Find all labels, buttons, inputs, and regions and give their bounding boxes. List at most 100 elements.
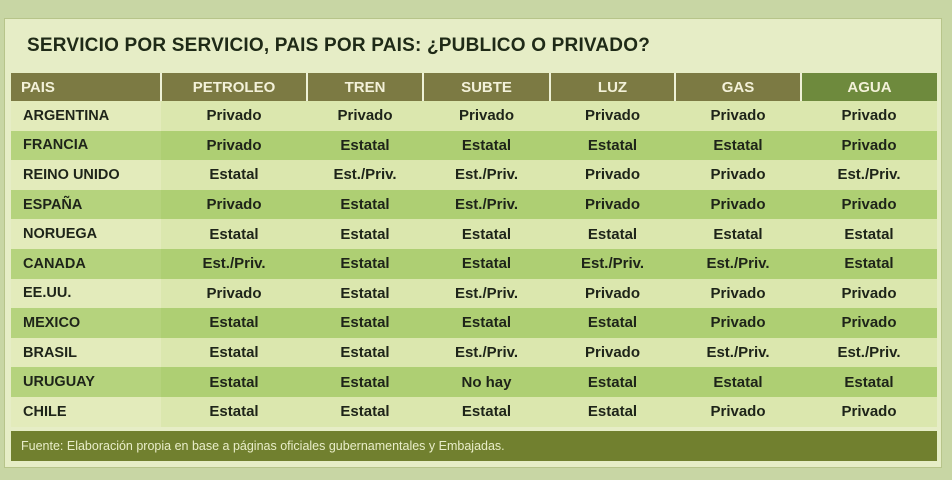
- service-status-cell: Privado: [801, 396, 937, 427]
- table-row: BRASIL Estatal Estatal Est./Priv. Privado Est…: [11, 337, 937, 368]
- service-status-cell: Privado: [550, 337, 675, 368]
- table-row: CHILE Estatal Estatal Estatal Estatal Privado…: [11, 396, 937, 427]
- service-status-cell: Estatal: [423, 248, 550, 279]
- service-status-cell: Est./Priv.: [801, 160, 937, 190]
- service-status-cell: Privado: [801, 101, 937, 131]
- service-status-cell: Privado: [675, 278, 801, 309]
- service-status-cell: Privado: [675, 101, 801, 131]
- service-status-cell: Privado: [801, 189, 937, 220]
- header-row: PAIS PETROLEO TREN SUBTE LUZ GAS AGUA: [11, 73, 937, 101]
- country-name-cell: MEXICO: [11, 308, 161, 338]
- service-status-cell: Estatal: [161, 396, 307, 427]
- service-status-cell: Estatal: [161, 337, 307, 368]
- service-status-cell: Estatal: [550, 396, 675, 427]
- table-row: MEXICO Estatal Estatal Estatal Estatal Privad…: [11, 308, 937, 338]
- table-row: REINO UNIDO Estatal Est./Priv. Est./Priv. Pr…: [11, 160, 937, 190]
- service-status-cell: Estatal: [161, 219, 307, 249]
- country-name-cell: FRANCIA: [11, 130, 161, 161]
- service-status-cell: Est./Priv.: [550, 248, 675, 279]
- service-status-cell: Estatal: [307, 396, 423, 427]
- table-row: CANADA Est./Priv. Estatal Estatal Est./Priv.…: [11, 248, 937, 279]
- service-status-cell: Est./Priv.: [423, 337, 550, 368]
- country-name-cell: REINO UNIDO: [11, 160, 161, 190]
- table-row: EE.UU. Privado Estatal Est./Priv. Privado Pri…: [11, 278, 937, 309]
- service-status-cell: Estatal: [423, 308, 550, 338]
- service-status-cell: Privado: [675, 308, 801, 338]
- service-status-cell: Privado: [550, 278, 675, 309]
- service-status-cell: Est./Priv.: [423, 278, 550, 309]
- country-name-cell: ARGENTINA: [11, 101, 161, 131]
- table-row: NORUEGA Estatal Estatal Estatal Estatal Estat…: [11, 219, 937, 249]
- column-header-subte: SUBTE: [422, 73, 550, 101]
- service-status-cell: Estatal: [307, 337, 423, 368]
- service-status-cell: Est./Priv.: [675, 337, 801, 368]
- column-header-petroleo: PETROLEO: [160, 73, 307, 101]
- country-name-cell: NORUEGA: [11, 219, 161, 249]
- service-status-cell: Privado: [423, 101, 550, 131]
- service-status-cell: Est./Priv.: [423, 189, 550, 220]
- service-status-cell: Est./Priv.: [801, 337, 937, 368]
- source-footnote: Fuente: Elaboración propia en base a pág…: [11, 431, 937, 461]
- service-status-cell: Estatal: [675, 367, 801, 397]
- service-status-cell: Estatal: [550, 367, 675, 397]
- service-status-cell: Est./Priv.: [675, 248, 801, 279]
- service-status-cell: Privado: [550, 160, 675, 190]
- service-status-cell: Estatal: [161, 308, 307, 338]
- table-row: ESPAÑA Privado Estatal Est./Priv. Privado Pri…: [11, 189, 937, 220]
- service-status-cell: Estatal: [307, 278, 423, 309]
- column-header-gas: GAS: [674, 73, 801, 101]
- table-row: URUGUAY Estatal Estatal No hay Estatal Estata…: [11, 367, 937, 397]
- service-status-cell: Privado: [675, 396, 801, 427]
- service-status-cell: Estatal: [550, 130, 675, 161]
- service-status-cell: Estatal: [423, 130, 550, 161]
- service-status-cell: Est./Priv.: [423, 160, 550, 190]
- service-status-cell: Privado: [675, 189, 801, 220]
- column-header-tren: TREN: [306, 73, 423, 101]
- service-status-cell: Estatal: [161, 160, 307, 190]
- country-name-cell: CHILE: [11, 396, 161, 427]
- service-status-cell: Estatal: [307, 189, 423, 220]
- service-status-cell: Estatal: [675, 130, 801, 161]
- service-status-cell: Privado: [550, 101, 675, 131]
- service-status-cell: Estatal: [307, 130, 423, 161]
- service-status-cell: Est./Priv.: [307, 160, 423, 190]
- service-status-cell: No hay: [423, 367, 550, 397]
- country-name-cell: ESPAÑA: [11, 189, 161, 220]
- service-status-cell: Estatal: [801, 367, 937, 397]
- service-status-cell: Estatal: [801, 248, 937, 279]
- service-status-cell: Privado: [161, 189, 307, 220]
- service-status-cell: Estatal: [801, 219, 937, 249]
- service-status-cell: Privado: [161, 101, 307, 131]
- service-status-cell: Estatal: [423, 219, 550, 249]
- service-status-cell: Estatal: [307, 248, 423, 279]
- service-status-cell: Privado: [675, 160, 801, 190]
- country-name-cell: URUGUAY: [11, 367, 161, 397]
- service-status-cell: Estatal: [675, 219, 801, 249]
- service-status-cell: Estatal: [550, 219, 675, 249]
- service-status-cell: Estatal: [307, 308, 423, 338]
- service-status-cell: Estatal: [161, 367, 307, 397]
- column-header-pais: PAIS: [11, 73, 161, 101]
- table-body: ARGENTINA Privado Privado Privado Privado Pri…: [11, 101, 937, 427]
- country-name-cell: EE.UU.: [11, 278, 161, 309]
- service-status-cell: Privado: [801, 278, 937, 309]
- country-name-cell: CANADA: [11, 248, 161, 279]
- service-status-cell: Privado: [801, 130, 937, 161]
- infographic-table-card: SERVICIO POR SERVICIO, PAIS POR PAIS: ¿P…: [4, 18, 942, 468]
- table-row: ARGENTINA Privado Privado Privado Privado Pri…: [11, 101, 937, 131]
- service-status-cell: Privado: [307, 101, 423, 131]
- table-title: SERVICIO POR SERVICIO, PAIS POR PAIS: ¿P…: [27, 35, 651, 56]
- service-status-cell: Privado: [161, 130, 307, 161]
- table-row: FRANCIA Privado Estatal Estatal Estatal Estat…: [11, 130, 937, 161]
- column-header-luz: LUZ: [549, 73, 675, 101]
- column-header-agua: AGUA: [800, 73, 937, 101]
- services-table: PAIS PETROLEO TREN SUBTE LUZ GAS AGUA AR…: [11, 73, 937, 427]
- service-status-cell: Estatal: [550, 308, 675, 338]
- service-status-cell: Estatal: [307, 367, 423, 397]
- service-status-cell: Privado: [550, 189, 675, 220]
- country-name-cell: BRASIL: [11, 337, 161, 368]
- service-status-cell: Privado: [801, 308, 937, 338]
- service-status-cell: Estatal: [423, 396, 550, 427]
- service-status-cell: Privado: [161, 278, 307, 309]
- service-status-cell: Estatal: [307, 219, 423, 249]
